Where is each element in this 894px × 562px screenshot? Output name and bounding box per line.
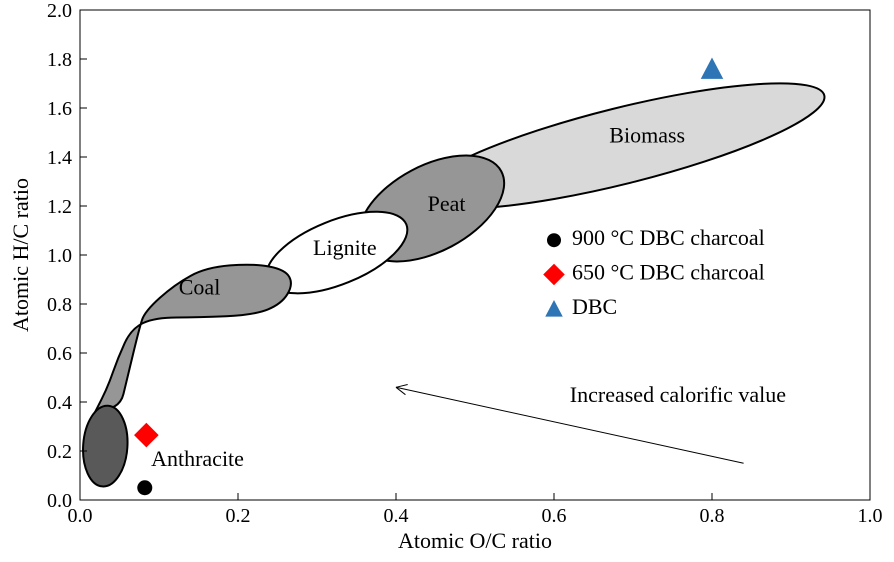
legend-marker-650c <box>543 264 565 286</box>
van-krevelen-chart: Coal Lignite Peat Biomass Anthracite Increase… <box>0 0 894 562</box>
x-axis-label: Atomic O/C ratio <box>398 528 552 553</box>
region-anthracite <box>80 404 130 488</box>
legend-label-650c: 650 °C DBC charcoal <box>572 260 765 285</box>
y-axis-label: Atomic H/C ratio <box>8 178 33 332</box>
y-tick-label: 1.2 <box>47 196 72 218</box>
legend-label-900c: 900 °C DBC charcoal <box>572 225 765 250</box>
y-tick-label: 1.4 <box>47 147 72 169</box>
y-tick-label: 1.8 <box>47 49 72 71</box>
x-tick-label: 0.6 <box>542 505 567 527</box>
point-650c <box>134 423 159 448</box>
x-tick-label: 1.0 <box>858 505 883 527</box>
legend-marker-dbc <box>545 300 563 317</box>
y-tick-label: 0.6 <box>47 343 72 365</box>
y-tick-label: 0.2 <box>47 441 72 463</box>
y-tick-label: 0.4 <box>47 392 72 414</box>
plot-border <box>80 10 870 500</box>
point-900c <box>137 480 152 495</box>
arrow-label: Increased calorific value <box>570 382 786 407</box>
region-label-anthracite: Anthracite <box>151 446 244 471</box>
legend-marker-900c <box>547 233 561 247</box>
x-tick-label: 0.8 <box>700 505 725 527</box>
region-label-coal: Coal <box>179 274 221 299</box>
arrow-head <box>396 385 408 388</box>
y-tick-label: 0.0 <box>47 490 72 512</box>
region-label-peat: Peat <box>428 191 466 216</box>
y-tick-label: 2.0 <box>47 0 72 22</box>
region-label-lignite: Lignite <box>313 235 377 260</box>
point-dbc <box>701 58 724 79</box>
x-tick-label: 0.2 <box>226 505 251 527</box>
x-tick-label: 0.4 <box>384 505 409 527</box>
y-tick-label: 1.6 <box>47 98 72 120</box>
region-label-biomass: Biomass <box>609 122 685 147</box>
y-tick-label: 1.0 <box>47 245 72 267</box>
y-tick-label: 0.8 <box>47 294 72 316</box>
legend-label-dbc: DBC <box>572 294 617 319</box>
